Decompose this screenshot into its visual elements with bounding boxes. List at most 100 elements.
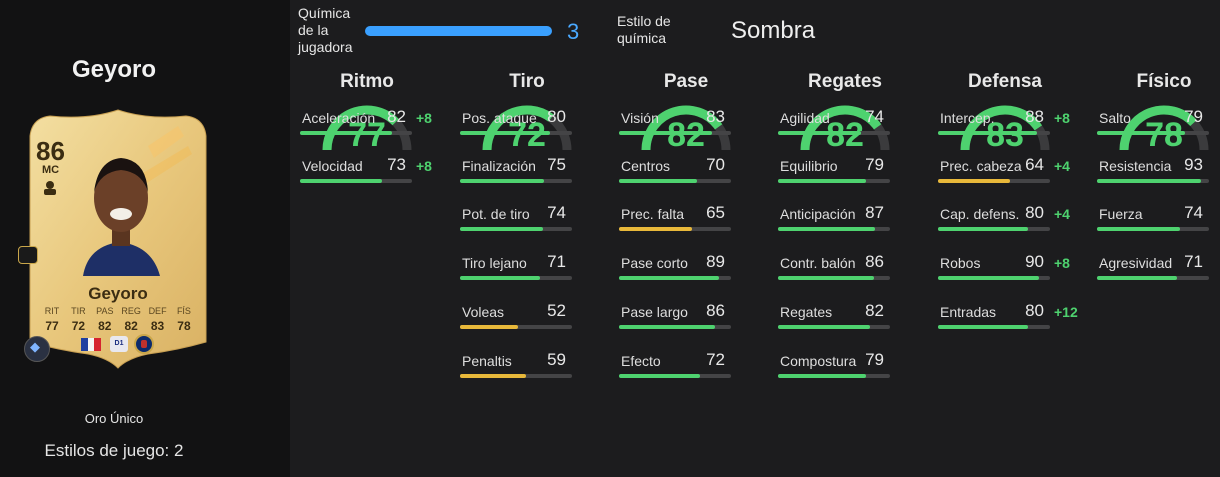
stat-bar-track <box>1097 227 1209 231</box>
stat-row: Voleas 52 <box>460 301 620 334</box>
card-stat-value: 82 <box>98 319 112 333</box>
stat-row: Cap. defens. 80 +4 <box>938 203 1098 236</box>
stat-category-value: 82 <box>826 116 864 154</box>
stat-bar-fill <box>778 131 861 135</box>
stat-bar-track <box>938 179 1050 183</box>
stat-bar-track <box>778 374 890 378</box>
stat-bar-track <box>938 131 1050 135</box>
stat-name: Anticipación <box>780 206 856 222</box>
chemistry-value: 3 <box>567 19 580 44</box>
stat-value: 79 <box>865 350 884 369</box>
stat-value: 52 <box>547 301 566 320</box>
stat-category-title: Tiro <box>509 71 545 92</box>
stat-bar-fill <box>619 227 692 231</box>
stat-bar-track <box>619 179 731 183</box>
stat-row: Regates 82 <box>778 301 938 334</box>
card-stat-label: PAS <box>96 306 114 316</box>
stat-row: Entradas 80 +12 <box>938 301 1098 334</box>
stat-bar-track <box>1097 179 1209 183</box>
stat-row: Salto 79 <box>1097 107 1220 140</box>
chemistry-bar <box>365 26 552 36</box>
league-badge-icon: D1 <box>110 336 128 352</box>
stat-bar-fill <box>1097 227 1180 231</box>
stat-name: Equilibrio <box>780 158 838 174</box>
stat-bar-track <box>778 179 890 183</box>
card-stat-value: 83 <box>150 319 165 333</box>
stat-row: Resistencia 93 <box>1097 155 1220 188</box>
stat-value: 59 <box>547 350 566 369</box>
stat-bar-track <box>619 276 731 280</box>
stat-category-value: 72 <box>508 116 546 154</box>
stat-name: Centros <box>621 158 671 174</box>
france-flag-icon <box>81 338 102 351</box>
stat-value: 86 <box>865 252 884 271</box>
stat-category-title: Defensa <box>968 71 1042 92</box>
stat-bar-fill <box>460 179 544 183</box>
stat-row: Fuerza 74 <box>1097 203 1220 236</box>
stat-bar-track <box>1097 131 1209 135</box>
stat-bar-fill <box>938 276 1039 280</box>
stat-row: Contr. balón 86 <box>778 252 938 285</box>
stat-bar-track <box>460 131 572 135</box>
player-title: Geyoro <box>71 56 157 83</box>
card-stat-value: 82 <box>124 319 138 333</box>
stat-bar-fill <box>619 374 700 378</box>
chemistry-style-label: Estilo de química <box>617 13 671 46</box>
stat-name: Pase largo <box>621 304 688 320</box>
stat-name: Velocidad <box>302 158 363 174</box>
stat-value: 93 <box>1184 155 1203 174</box>
stat-name: Finalización <box>462 158 536 174</box>
player-portrait <box>83 158 160 276</box>
stat-name: Pos. ataque <box>462 110 537 126</box>
stat-bar-track <box>460 276 572 280</box>
stat-bar-fill <box>619 131 712 135</box>
stat-name: Aceleración <box>302 110 376 126</box>
stat-bar-track <box>460 227 572 231</box>
player-card[interactable]: 86 MC Geyoro RIT TIR PAS REG DEF FÍS 77 … <box>18 106 208 370</box>
stat-bar-fill <box>778 227 875 231</box>
stat-chemistry-bonus: +8 <box>416 110 432 126</box>
stat-bar-track <box>300 179 412 183</box>
stat-chemistry-bonus: +4 <box>1054 158 1070 174</box>
stat-row: Prec. falta 65 <box>619 203 779 236</box>
stat-row: Visión 83 <box>619 107 779 140</box>
stat-bar-fill <box>1097 131 1185 135</box>
stat-name: Tiro lejano <box>462 255 527 271</box>
stat-value: 82 <box>865 301 884 320</box>
stat-name: Fuerza <box>1099 206 1143 222</box>
stat-category-title: Ritmo <box>340 71 394 92</box>
card-stat-label: REG <box>121 306 141 316</box>
card-stat-value: 77 <box>45 319 59 333</box>
stat-bar-fill <box>1097 179 1201 183</box>
stat-name: Robos <box>940 255 981 271</box>
stat-bar-track <box>460 179 572 183</box>
stat-bar-track <box>938 227 1050 231</box>
stat-value: 74 <box>1184 203 1203 222</box>
stat-bar-fill <box>778 325 870 329</box>
stat-category-value: 78 <box>1145 116 1183 154</box>
stat-row: Intercep. 88 +8 <box>938 107 1098 140</box>
card-stat-value: 78 <box>177 319 191 333</box>
stat-name: Prec. falta <box>621 206 685 222</box>
card-rating: 86 <box>36 136 65 166</box>
playstyles-count: Estilos de juego: 2 <box>44 441 184 460</box>
stat-bar-fill <box>938 325 1028 329</box>
stat-value: 80 <box>1025 301 1044 320</box>
stat-bar-track <box>300 131 412 135</box>
stat-bar-fill <box>300 179 382 183</box>
chemistry-style-value[interactable]: Sombra <box>731 17 816 44</box>
stat-bar-track <box>619 131 731 135</box>
stat-chemistry-bonus: +12 <box>1054 304 1078 320</box>
stat-value: 71 <box>547 252 566 271</box>
stat-bar-track <box>460 374 572 378</box>
stat-value: 75 <box>547 155 566 174</box>
stat-bar-track <box>460 325 572 329</box>
stat-row: Penaltis 59 <box>460 350 620 383</box>
stat-bar-track <box>778 325 890 329</box>
stat-name: Pase corto <box>621 255 688 271</box>
stat-value: 88 <box>1025 107 1044 126</box>
stat-bar-track <box>778 131 890 135</box>
card-stat-label: TIR <box>71 306 86 316</box>
stat-bar-fill <box>460 325 518 329</box>
stat-chemistry-bonus: +8 <box>1054 110 1070 126</box>
